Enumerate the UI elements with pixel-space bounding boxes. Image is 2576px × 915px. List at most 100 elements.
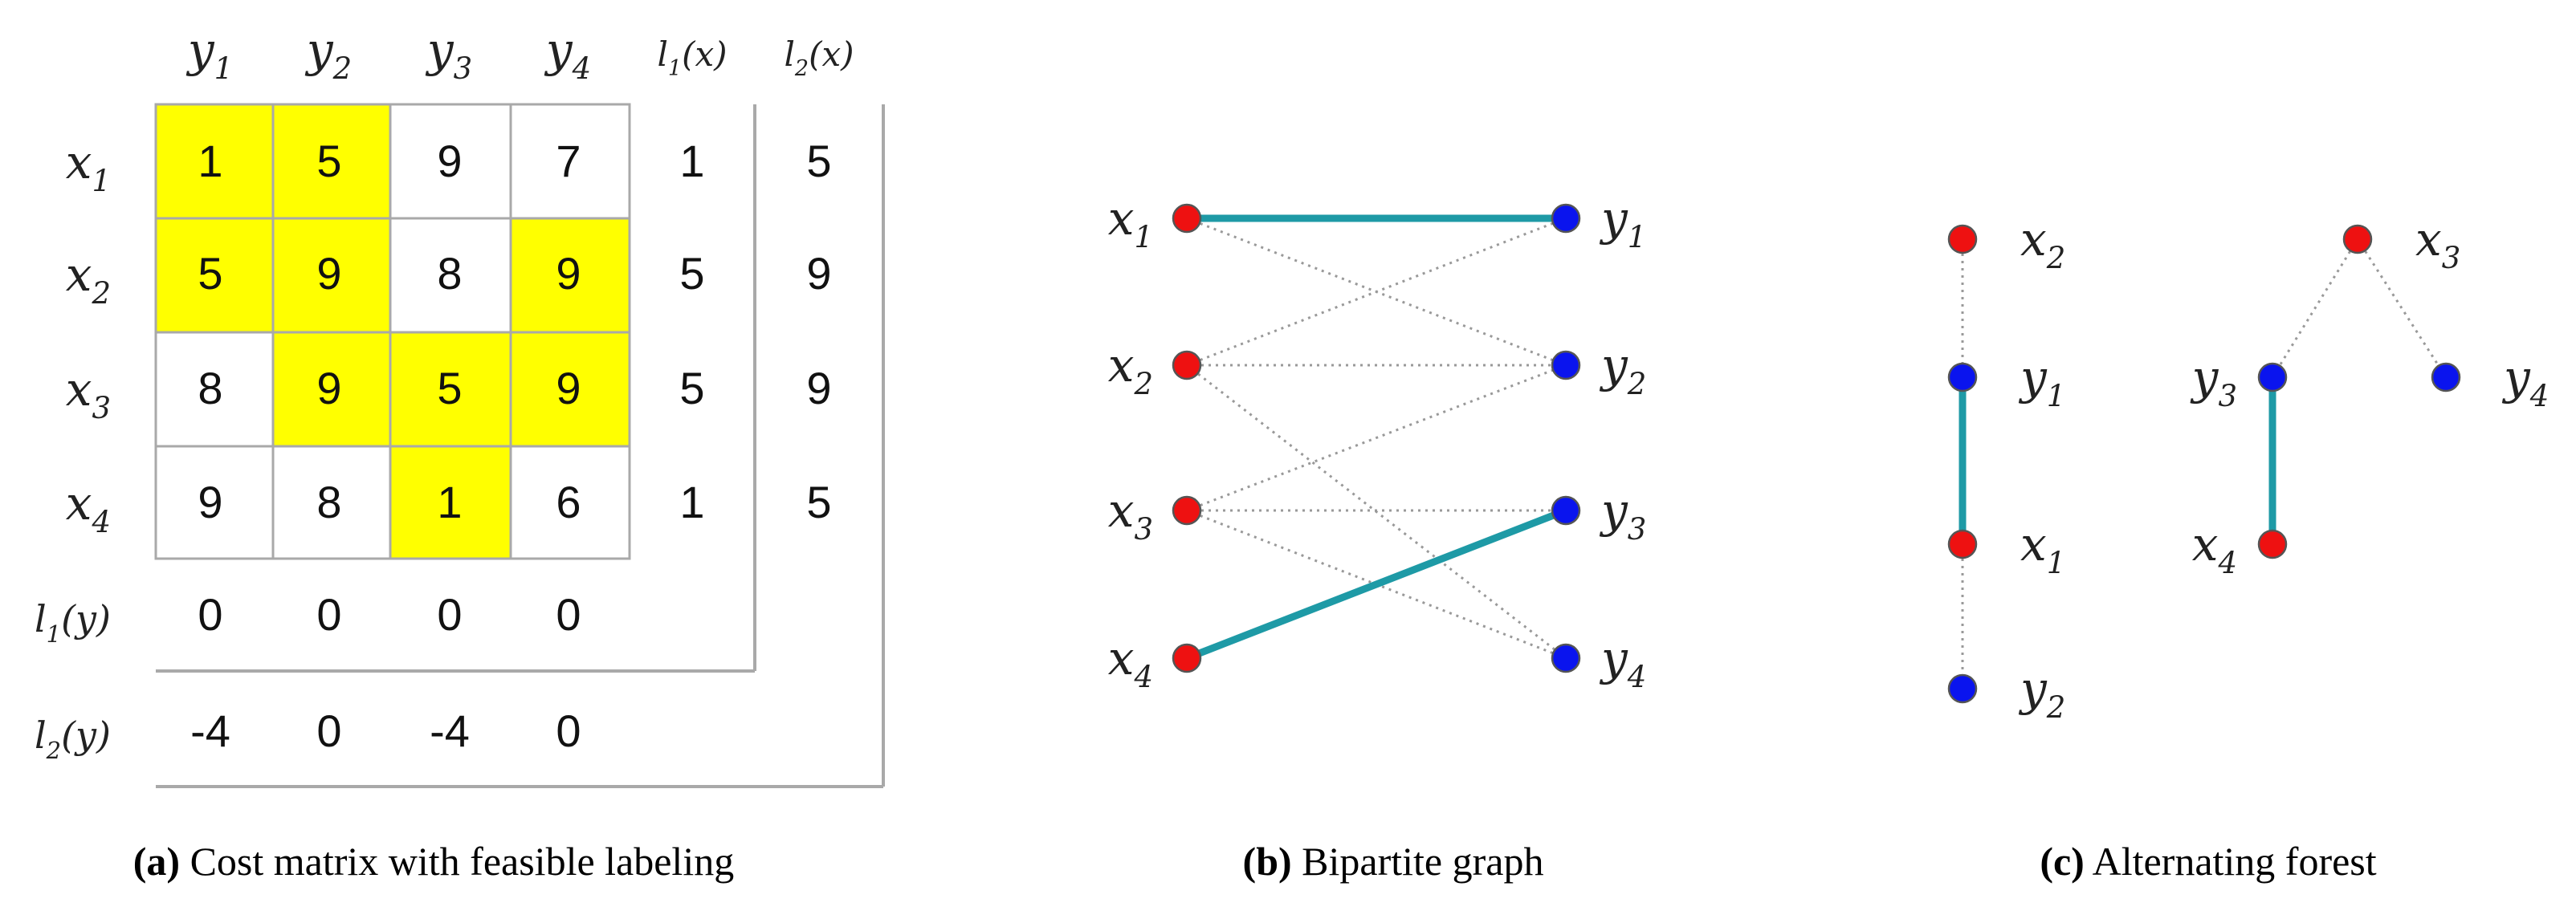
node-label-y2-sub: 2 [1627,367,1647,401]
row-header-5-main: l [35,597,47,640]
row-header-6: l2(y) [35,714,111,764]
node-label-y1-sub: 1 [1628,220,1647,254]
matrix-value: 5 [316,136,341,186]
matrix-cell [271,103,392,220]
col-header-2: y2 [304,22,352,86]
forest-node-label-y3-sub: 3 [2218,379,2237,413]
matrix-value: 9 [316,363,341,413]
forest-node-x3 [2342,224,2373,254]
col-header-5-suffix: (x) [682,35,727,74]
matrix-cell [389,103,512,220]
caption-c-text: Alternating forest [2085,839,2377,884]
row-header-2-main: x [66,247,92,302]
row-header-2: x2 [66,247,111,311]
node-label-y1: y1 [1599,191,1646,254]
forest-node-label-y3-main: y [2190,350,2219,405]
node-label-x2-main: x [1108,338,1135,392]
node-y3 [1551,495,1581,526]
l2-x-value: 5 [806,477,831,527]
node-x4 [1172,643,1202,673]
node-label-y3-sub: 3 [1628,512,1647,547]
l2-x-value: 9 [806,363,831,413]
forest-node-y2 [1947,673,1978,704]
matrix-cell [271,217,392,334]
forest-node-label-x3-sub: 3 [2442,241,2461,275]
node-label-y3: y3 [1599,483,1646,547]
matrix-value: 8 [316,477,341,527]
node-label-x3-sub: 3 [1134,512,1153,547]
node-label-x3: x3 [1108,483,1153,547]
col-header-6-sub: 2 [794,56,809,81]
forest-node-label-x1-sub: 1 [2047,546,2066,580]
col-header-6: l2(x) [784,35,854,81]
l2-x-value: 9 [806,248,831,299]
node-label-x2: x2 [1108,338,1153,401]
row-header-1-sub: 1 [92,164,111,198]
matrix-value: 6 [556,477,581,527]
forest-node-x2 [1947,224,1978,254]
matrix-cell [509,445,631,560]
node-label-x2-sub: 2 [1133,367,1153,401]
matrix-cell [154,445,275,560]
matrix-cell [154,103,275,220]
forest-node-y4 [2431,362,2461,392]
col-header-2-sub: 2 [332,51,353,86]
row-header-1: x1 [66,135,111,198]
node-label-x4-main: x [1108,631,1135,685]
row-header-4-sub: 4 [91,505,111,539]
forest-node-x1 [1947,529,1978,559]
node-label-y1-main: y [1599,191,1628,246]
matrix-cell [271,445,392,560]
col-header-3-main: y [425,22,454,77]
l1-y-value: 0 [556,589,581,640]
node-label-x4-sub: 4 [1133,660,1153,694]
l2-y-value: -4 [430,706,470,756]
l2-y-value: -4 [190,706,230,756]
col-header-2-main: y [304,22,334,77]
forest-node-label-y4-sub: 4 [2529,379,2550,413]
col-header-1-main: y [185,22,215,77]
matrix-value: 7 [556,136,581,186]
forest-node-y1 [1947,362,1978,392]
l1-x-value: 1 [679,136,704,186]
matrix-value: 1 [198,136,222,186]
col-header-1-sub: 1 [214,51,234,86]
equality-edge-x2-y1 [1186,217,1567,367]
node-label-x4: x4 [1108,631,1153,694]
col-header-4-main: y [544,22,573,77]
row-header-5: l1(y) [35,597,111,648]
node-label-y4-main: y [1599,631,1628,685]
node-label-y4: y4 [1599,631,1646,694]
forest-node-label-x2-main: x [2020,212,2047,266]
matrix-cell [509,103,631,220]
forest-node-label-x4-main: x [2192,517,2219,571]
row-header-6-suffix: (y) [61,714,111,757]
matrix-value: 8 [437,248,462,299]
row-header-4-main: x [66,476,92,531]
forest-node-label-y2-main: y [2018,661,2048,716]
l2-y-value: 0 [556,706,581,756]
col-header-5-main: l [657,35,667,74]
col-header-4: y4 [544,22,591,86]
caption-b-text: Bipartite graph [1292,839,1544,884]
row-header-3-sub: 3 [92,391,111,425]
forest-node-label-x2: x2 [2020,212,2065,275]
l1-x-value: 5 [679,248,704,299]
col-header-4-sub: 4 [572,51,592,86]
node-label-x1: x1 [1108,191,1153,254]
forest-node-label-y1-main: y [2018,350,2048,405]
forest-node-label-y2: y2 [2018,661,2065,725]
l1-y-value: 0 [437,589,462,640]
forest-node-label-x2-sub: 2 [2046,241,2066,275]
col-header-6-suffix: (x) [809,35,854,74]
row-header-4: x4 [66,476,111,539]
col-header-1: y1 [185,22,233,86]
node-label-y4-sub: 4 [1627,660,1647,694]
forest-node-label-x3-main: x [2415,212,2442,266]
forest-node-y3 [2257,362,2288,392]
matrix-value: 5 [437,363,462,413]
node-x2 [1172,350,1202,380]
l1-x-value: 5 [679,363,704,413]
